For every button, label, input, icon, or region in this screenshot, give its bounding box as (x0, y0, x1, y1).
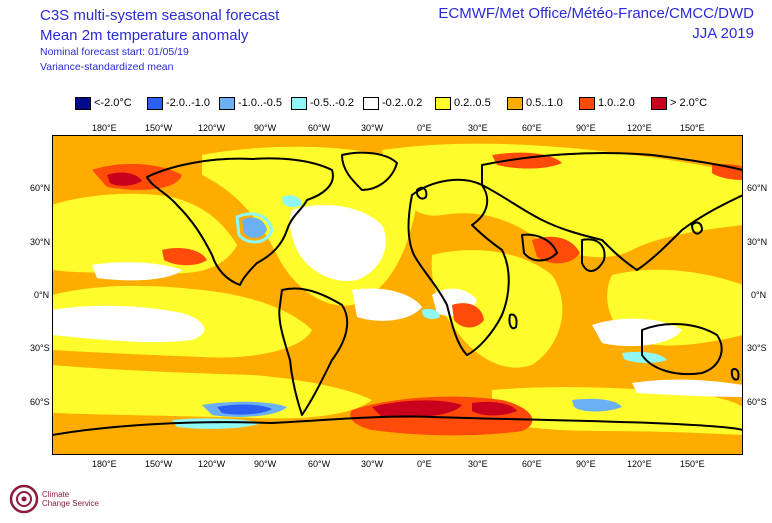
legend-item: -0.5..-0.2 (291, 96, 354, 110)
legend-label: > 2.0°C (670, 97, 708, 109)
legend-item: 0.2..0.5 (435, 96, 491, 110)
india-outline (581, 238, 606, 272)
legend-swatch (651, 96, 667, 110)
copernicus-logo: Climate Change Service (6, 480, 116, 518)
japan-outline (691, 221, 703, 235)
anomaly-cool-regions (172, 195, 667, 429)
asia-outline (481, 152, 743, 271)
logo-text-line1: Climate (42, 490, 70, 499)
legend-label: -0.2..0.2 (382, 97, 423, 109)
variance-label: Variance-standardized mean (40, 61, 174, 73)
forecast-start-label: Nominal forecast start: 01/05/19 (40, 46, 189, 58)
lat-label: 30°S (30, 343, 50, 353)
lat-label: 30°N (30, 237, 51, 247)
lon-label: 90°E (576, 123, 596, 133)
lat-label: 30°S (747, 343, 767, 353)
lat-label: 60°S (30, 397, 50, 407)
legend-label: -0.5..-0.2 (310, 97, 355, 109)
lon-label: 30°E (468, 123, 488, 133)
lon-label: 60°W (308, 459, 331, 469)
lon-label: 60°E (522, 123, 542, 133)
lon-label: 150°W (145, 123, 173, 133)
legend-swatch (507, 96, 523, 110)
legend-swatch (75, 96, 91, 110)
australia-outline (641, 323, 723, 376)
legend-swatch (435, 96, 451, 110)
lon-label: 120°W (198, 123, 226, 133)
climate-service-logo-icon (9, 484, 39, 514)
legend-swatch (147, 96, 163, 110)
chart-title: C3S multi-system seasonal forecast Mean … (40, 6, 279, 46)
legend-item: -1.0..-0.5 (219, 96, 282, 110)
new-zealand-outline (730, 368, 740, 381)
lon-label: 30°W (361, 123, 384, 133)
lon-label: 90°E (576, 459, 596, 469)
lat-label: 60°N (30, 183, 51, 193)
legend-label: 0.5..1.0 (526, 97, 563, 109)
south-america-outline (278, 287, 349, 416)
lon-label: 90°W (254, 123, 277, 133)
lon-label: 30°E (468, 459, 488, 469)
legend-item: 0.5..1.0 (507, 96, 563, 110)
title-line-1: C3S multi-system seasonal forecast (40, 7, 280, 24)
legend-item: 1.0..2.0 (579, 96, 635, 110)
anomaly-hot-regions (107, 172, 517, 418)
antarctica-outline (52, 415, 743, 436)
lon-label: 180°E (92, 459, 117, 469)
lon-label: 150°E (680, 123, 705, 133)
legend-item: <-2.0°C (75, 96, 132, 110)
legend-swatch (363, 96, 379, 110)
season-label: JJA 2019 (692, 25, 754, 42)
lon-label: 90°W (254, 459, 277, 469)
british-isles-outline (415, 186, 428, 200)
legend-item: > 2.0°C (651, 96, 707, 110)
legend-item: -2.0..-1.0 (147, 96, 210, 110)
lon-label: 120°E (627, 459, 652, 469)
lon-label: 150°W (145, 459, 173, 469)
lon-label: 60°W (308, 123, 331, 133)
madagascar-outline (508, 313, 518, 330)
europe-africa-outline (407, 178, 510, 356)
map-frame (52, 135, 743, 455)
legend-swatch (291, 96, 307, 110)
lon-label: 0°E (417, 123, 432, 133)
temperature-anomaly-map (52, 135, 743, 455)
north-america-outline (146, 157, 334, 286)
lat-label: 0°N (751, 290, 767, 300)
lat-label: 60°S (747, 397, 767, 407)
lat-label: 30°N (747, 237, 768, 247)
legend-item: -0.2..0.2 (363, 96, 422, 110)
logo-text-line2: Change Service (42, 499, 99, 508)
lon-label: 120°E (627, 123, 652, 133)
producers-label: ECMWF/Met Office/Météo-France/CMCC/DWD (438, 5, 754, 22)
lon-label: 30°W (361, 459, 384, 469)
lon-label: 180°E (92, 123, 117, 133)
lat-label: 60°N (747, 183, 768, 193)
legend-label: -2.0..-1.0 (166, 97, 211, 109)
lon-label: 120°W (198, 459, 226, 469)
lon-label: 60°E (522, 459, 542, 469)
legend-swatch (579, 96, 595, 110)
legend-label: -1.0..-0.5 (238, 97, 283, 109)
legend-label: 0.2..0.5 (454, 97, 491, 109)
lon-label: 0°E (417, 459, 432, 469)
lat-label: 0°N (34, 290, 50, 300)
arabia-outline (521, 233, 558, 262)
lon-label: 150°E (680, 459, 705, 469)
title-line-2: Mean 2m temperature anomaly (40, 27, 249, 44)
coastlines (52, 151, 743, 436)
legend-label: <-2.0°C (94, 97, 132, 109)
greenland-outline (341, 151, 398, 191)
legend-swatch (219, 96, 235, 110)
legend-label: 1.0..2.0 (598, 97, 635, 109)
